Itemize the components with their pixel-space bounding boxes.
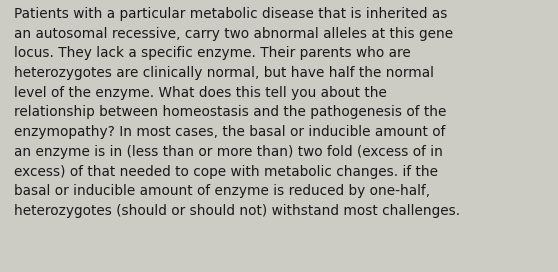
Text: Patients with a particular metabolic disease that is inherited as
an autosomal r: Patients with a particular metabolic dis… <box>14 7 460 218</box>
